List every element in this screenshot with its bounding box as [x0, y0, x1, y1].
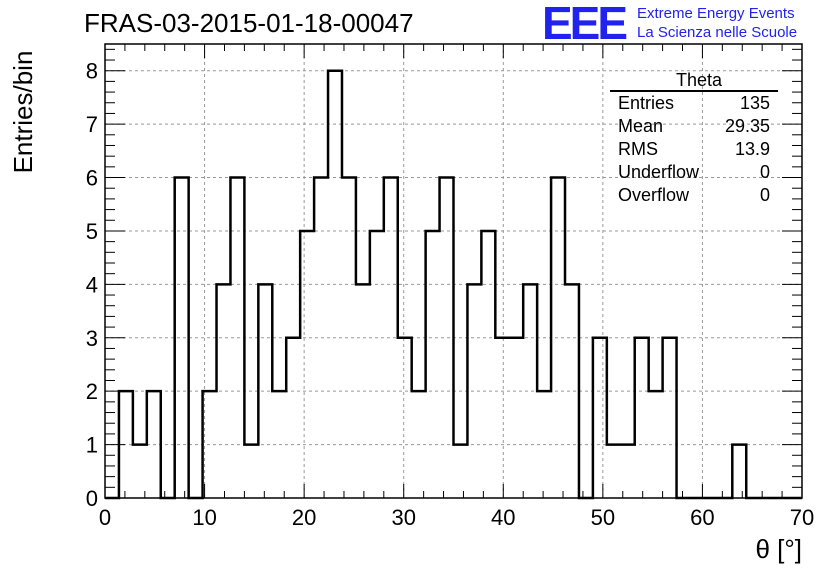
- axes: [104, 43, 803, 499]
- y-axis-label: Entries/bin: [8, 51, 38, 174]
- plot-frame: [104, 43, 803, 499]
- x-tick-label: 40: [491, 505, 515, 530]
- y-tick-label: 8: [86, 59, 98, 84]
- stats-label: Overflow: [618, 185, 690, 205]
- stats-box: Theta Entries 135 Mean 29.35 RMS 13.9 Under…: [610, 70, 778, 207]
- stats-value: 13.9: [734, 139, 770, 159]
- stats-label: Mean: [618, 116, 664, 136]
- tick-labels: 0 10 20 30 40 50 60 70 0 1 2 3 4 5 6 7 8: [86, 59, 814, 530]
- histogram-outline: [105, 69, 802, 500]
- stats-row-mean: Mean 29.35: [610, 115, 778, 138]
- stats-row-overflow: Overflow 0: [610, 184, 778, 207]
- logo-line-2: La Scienza nelle Scuole: [637, 24, 798, 41]
- x-axis-label: θ [°]: [755, 534, 802, 564]
- stats-row-underflow: Underflow 0: [610, 161, 778, 184]
- stats-title: Theta: [610, 70, 778, 92]
- y-tick-label: 3: [86, 326, 98, 351]
- x-tick-label: 60: [690, 505, 714, 530]
- eee-logo: EEE: [542, 0, 628, 49]
- stats-value: 135: [739, 93, 770, 113]
- stats-label: Entries: [618, 93, 675, 113]
- stats-row-rms: RMS 13.9: [610, 138, 778, 161]
- y-tick-label: 7: [86, 112, 98, 137]
- y-tick-label: 2: [86, 379, 98, 404]
- stats-label: RMS: [618, 139, 658, 159]
- y-tick-label: 0: [86, 486, 98, 511]
- stats-value: 0: [759, 185, 770, 205]
- stats-value: 0: [759, 162, 770, 182]
- y-tick-label: 5: [86, 219, 98, 244]
- histogram-bars: [105, 69, 802, 500]
- plot-title: FRAS-03-2015-01-18-00047: [84, 8, 414, 38]
- y-tick-label: 1: [86, 433, 98, 458]
- stats-label: Underflow: [618, 162, 700, 182]
- logo-caption: Extreme Energy Events La Scienza nelle S…: [637, 4, 797, 42]
- y-tick-label: 6: [86, 166, 98, 191]
- x-tick-label: 70: [790, 505, 814, 530]
- logo-line-1: Extreme Energy Events: [637, 5, 795, 22]
- x-tick-label: 50: [591, 505, 615, 530]
- x-tick-label: 20: [292, 505, 316, 530]
- x-tick-label: 30: [391, 505, 415, 530]
- y-tick-label: 4: [86, 272, 98, 297]
- x-tick-label: 0: [99, 505, 111, 530]
- stats-value: 29.35: [724, 116, 770, 136]
- stats-row-entries: Entries 135: [610, 92, 778, 115]
- x-tick-label: 10: [192, 505, 216, 530]
